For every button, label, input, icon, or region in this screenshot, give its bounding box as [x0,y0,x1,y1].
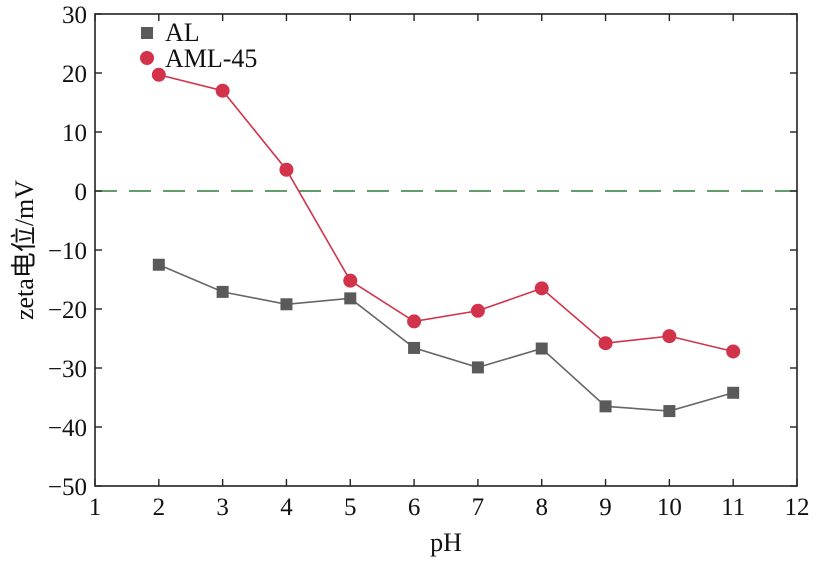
data-point-al [216,285,229,298]
x-tick-label: 9 [599,494,612,521]
x-tick-label: 11 [721,494,745,521]
series-layer [151,67,741,418]
x-tick-label: 2 [153,494,166,521]
data-point-al [599,400,612,413]
y-tick-label: 0 [75,179,88,206]
series-line-aml-45 [158,73,734,353]
legend-label-aml-45: AML-45 [165,44,257,73]
y-tick-label: −50 [48,474,87,501]
data-point-al [280,298,293,311]
data-point-aml-45 [279,162,294,177]
y-tick-label: 30 [62,2,87,29]
legend: AL AML-45 [140,18,257,73]
y-tick-label: 10 [62,120,87,147]
data-point-aml-45 [151,67,166,82]
data-point-aml-45 [662,329,677,344]
y-tick-label: −30 [48,356,87,383]
data-point-al [408,341,421,354]
y-tick-label: −40 [48,415,87,442]
x-tick-label: 6 [408,494,421,521]
data-point-aml-45 [407,314,422,329]
x-axis-label: pH [430,528,462,557]
data-point-aml-45 [343,273,358,288]
y-tick-label: 20 [62,61,87,88]
data-point-aml-45 [470,303,485,318]
data-point-aml-45 [215,83,230,98]
data-point-al [471,361,484,374]
axis-ticks [94,13,798,487]
x-tick-label: 10 [657,494,682,521]
data-point-al [535,342,548,355]
x-tick-label: 8 [535,494,548,521]
data-point-aml-45 [726,344,741,359]
data-point-al [663,405,676,418]
x-tick-label: 3 [216,494,229,521]
y-tick-label: −10 [48,238,87,265]
data-point-aml-45 [534,281,549,296]
series-aml-45 [151,67,741,359]
x-tick-label: 12 [785,494,810,521]
x-tick-label: 1 [89,494,102,521]
legend-marker-aml-45 [140,51,154,65]
y-tick-label: −20 [48,297,87,324]
legend-marker-al [141,27,153,39]
x-tick-label: 7 [472,494,485,521]
y-axis-label: zeta电位/mV [10,180,39,320]
series-line-al [158,264,734,412]
data-point-al [344,292,357,305]
legend-label-al: AL [165,18,200,47]
x-tick-label: 5 [344,494,357,521]
data-point-al [152,258,165,271]
data-point-aml-45 [598,336,613,351]
x-tick-label: 4 [280,494,293,521]
data-point-al [727,386,740,399]
series-al [152,258,740,418]
